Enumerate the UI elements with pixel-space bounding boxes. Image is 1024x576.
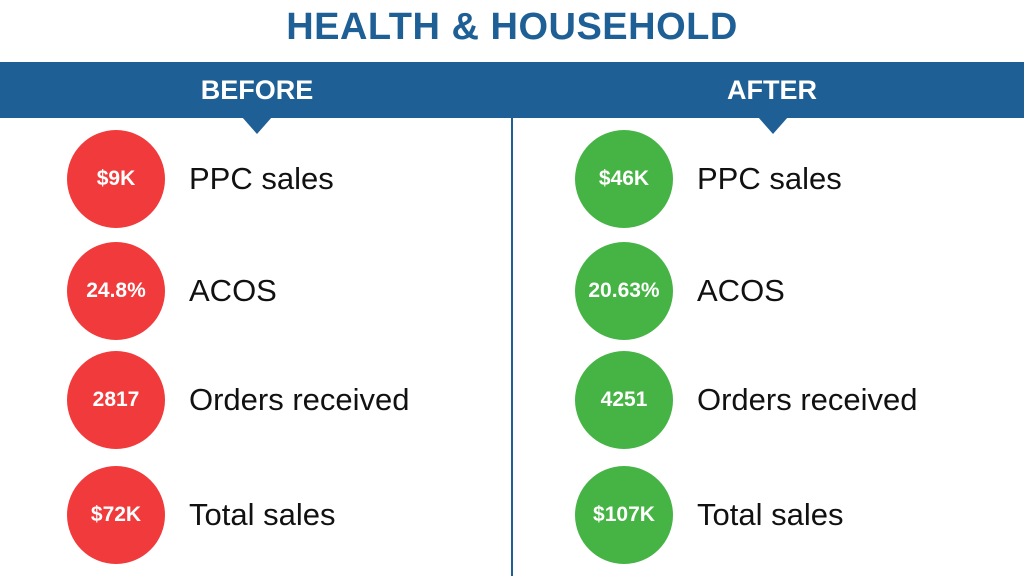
metric-label: PPC sales — [697, 161, 842, 196]
after-value-badge: 4251 — [575, 351, 673, 449]
after-pointer-arrow — [758, 117, 788, 134]
before-metric-ppc-sales: $9K PPC sales — [67, 129, 334, 229]
metric-label: Total sales — [189, 497, 336, 532]
after-value-badge: $46K — [575, 130, 673, 228]
before-heading: BEFORE — [200, 75, 314, 105]
before-metric-acos: 24.8% ACOS — [67, 241, 277, 341]
before-value-badge: 2817 — [67, 351, 165, 449]
before-value-badge: $9K — [67, 130, 165, 228]
after-value-badge: 20.63% — [575, 242, 673, 340]
metric-label: ACOS — [697, 273, 785, 308]
after-heading: AFTER — [727, 75, 817, 105]
after-metric-acos: 20.63% ACOS — [575, 241, 785, 341]
metric-label: Total sales — [697, 497, 844, 532]
after-metric-orders-received: 4251 Orders received — [575, 350, 918, 450]
metric-label: ACOS — [189, 273, 277, 308]
before-value-badge: 24.8% — [67, 242, 165, 340]
after-metric-ppc-sales: $46K PPC sales — [575, 129, 842, 229]
before-metric-orders-received: 2817 Orders received — [67, 350, 410, 450]
metric-label: Orders received — [189, 382, 410, 417]
metric-label: Orders received — [697, 382, 918, 417]
before-metric-total-sales: $72K Total sales — [67, 465, 335, 565]
before-value-badge: $72K — [67, 466, 165, 564]
column-divider — [511, 118, 513, 576]
header-band — [0, 62, 1024, 118]
after-value-badge: $107K — [575, 466, 673, 564]
after-metric-total-sales: $107K Total sales — [575, 465, 843, 565]
metric-label: PPC sales — [189, 161, 334, 196]
before-pointer-arrow — [242, 117, 272, 134]
page-title: HEALTH & HOUSEHOLD — [286, 6, 738, 48]
